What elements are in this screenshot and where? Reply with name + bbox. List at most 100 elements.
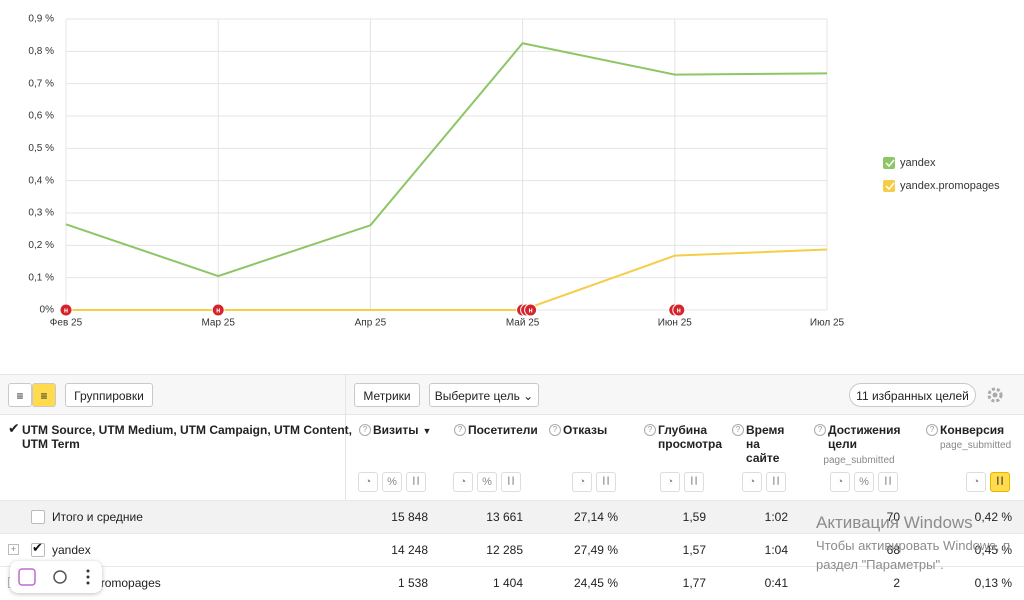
- legend-label: yandex.promopages: [900, 180, 1000, 192]
- cell-value: 1 404: [492, 576, 523, 590]
- floating-toolbar: [10, 561, 102, 593]
- cell-value: 1:04: [764, 543, 788, 557]
- settings-gear[interactable]: [987, 387, 1003, 403]
- sort-arrow[interactable]: ▼: [422, 426, 432, 436]
- event-marker: [524, 303, 538, 317]
- event-marker-label: н: [216, 307, 220, 314]
- row-label: yandex: [52, 543, 91, 557]
- event-marker: [59, 303, 73, 317]
- floating-icons[interactable]: [10, 561, 102, 593]
- cell-value: 0,45 %: [974, 543, 1012, 557]
- cell-value: 2: [893, 576, 900, 590]
- column-title: Отказы: [563, 423, 608, 437]
- x-tick-label: Июн 25: [658, 318, 693, 329]
- column-title: Время на сайте: [746, 423, 785, 465]
- help-icon: ?: [454, 424, 466, 436]
- y-tick-label: 0%: [40, 305, 55, 316]
- cell-value: 70: [886, 510, 900, 524]
- row-checkbox: [31, 510, 45, 524]
- watermark-line: Чтобы активировать Windows, п: [816, 538, 1011, 553]
- column-subtitle: page_submitted: [823, 455, 895, 466]
- row-label: Итого и средние: [52, 510, 143, 524]
- metric-icon-bars[interactable]: ┃┃: [596, 472, 616, 492]
- metric-icon-pie[interactable]: ◔: [966, 472, 986, 492]
- x-tick-label: Мар 25: [201, 318, 235, 329]
- goal-select[interactable]: Выберите цель ⌄: [429, 383, 539, 407]
- cell-value: 12 285: [486, 543, 523, 557]
- cell-value: 1:02: [764, 510, 788, 524]
- cell-value: 1,77: [682, 576, 706, 590]
- cell-value: 1 538: [397, 576, 428, 590]
- help-icon: ?: [549, 424, 561, 436]
- x-tick-label: Апр 25: [355, 318, 387, 329]
- event-marker: [211, 303, 225, 317]
- y-tick-label: 0,7 %: [28, 78, 54, 89]
- view-tree-button[interactable]: ≡: [32, 383, 56, 407]
- metric-icon-bars[interactable]: ┃┃: [501, 472, 521, 492]
- metric-icon-pie[interactable]: ◔: [830, 472, 850, 492]
- table-row: [0, 500, 1024, 534]
- y-tick-label: 0,5 %: [28, 143, 54, 154]
- favorites-button[interactable]: 11 избранных целей: [849, 383, 976, 407]
- cell-value: 27,14 %: [573, 510, 618, 524]
- legend-swatch: [883, 157, 895, 169]
- x-tick-label: Июл 25: [810, 318, 845, 329]
- cell-value: 1,59: [682, 510, 706, 524]
- legend-check: [885, 182, 895, 191]
- cell-value: 0:41: [764, 576, 788, 590]
- metric-icon-pct[interactable]: %: [854, 472, 874, 492]
- event-marker-label: н: [64, 307, 68, 314]
- column-title: UTM Source, UTM Medium, UTM Campaign, UT…: [22, 423, 352, 451]
- watermark-line: раздел "Параметры".: [816, 557, 944, 572]
- column-divider: [345, 374, 346, 599]
- cell-value: 0,13 %: [974, 576, 1012, 590]
- help-icon: ?: [732, 424, 744, 436]
- y-tick-label: 0,4 %: [28, 175, 54, 186]
- table-row: [0, 533, 1024, 567]
- metric-icon-bars[interactable]: ┃┃: [990, 472, 1010, 492]
- y-tick-label: 0,1 %: [28, 272, 54, 283]
- metric-icon-bars[interactable]: ┃┃: [878, 472, 898, 492]
- y-tick-label: 0,9 %: [28, 14, 54, 25]
- metric-icon-pie[interactable]: ◔: [358, 472, 378, 492]
- help-icon: ?: [814, 424, 826, 436]
- cell-value: 15 848: [391, 510, 428, 524]
- header-checkbox: ✔: [8, 420, 20, 436]
- metric-icon-pie[interactable]: ◔: [742, 472, 762, 492]
- metric-icon-bars[interactable]: ┃┃: [766, 472, 786, 492]
- column-title: Глубина просмотра: [658, 423, 723, 451]
- legend-swatch: [883, 180, 895, 192]
- chart: 0% 0,1 % 0,2 % 0,3 % 0,4 % 0,5 % 0,6 % 0,7 % 0,8…: [28, 14, 1000, 329]
- event-marker: [672, 303, 686, 317]
- table-row: [0, 566, 1024, 600]
- view-list-button[interactable]: ≡: [8, 383, 32, 407]
- cell-value: 1,57: [682, 543, 706, 557]
- groupings-button[interactable]: Группировки: [65, 383, 153, 407]
- metric-icon-pie[interactable]: ◔: [453, 472, 473, 492]
- cell-value: 27,49 %: [573, 543, 618, 557]
- metric-icon-pie[interactable]: ◔: [660, 472, 680, 492]
- legend-label: yandex: [900, 157, 936, 169]
- column-title: Посетители: [468, 423, 538, 437]
- series-line: [66, 248, 828, 311]
- x-tick-label: Май 25: [506, 318, 540, 329]
- event-marker-label: н: [677, 307, 681, 314]
- y-tick-label: 0,8 %: [28, 46, 54, 57]
- cell-value: 0,42 %: [974, 510, 1012, 524]
- event-marker-label: н: [528, 307, 532, 314]
- metric-icon-pie[interactable]: ◔: [572, 472, 592, 492]
- metric-icon-bars[interactable]: ┃┃: [406, 472, 426, 492]
- y-tick-label: 0,3 %: [28, 208, 54, 219]
- column-title: Визиты ▼: [373, 423, 432, 437]
- metrics-button[interactable]: Метрики: [354, 383, 420, 407]
- metric-icon-pct[interactable]: %: [477, 472, 497, 492]
- help-icon: ?: [926, 424, 938, 436]
- goal-select-text: Выберите цель: [434, 389, 520, 403]
- y-tick-label: 0,2 %: [28, 240, 54, 251]
- cell-value: 13 661: [486, 510, 523, 524]
- metric-icon-bars[interactable]: ┃┃: [684, 472, 704, 492]
- metric-icon-pct[interactable]: %: [382, 472, 402, 492]
- row-checkbox: ✔: [31, 541, 45, 557]
- column-title: Конверсия: [940, 423, 1005, 437]
